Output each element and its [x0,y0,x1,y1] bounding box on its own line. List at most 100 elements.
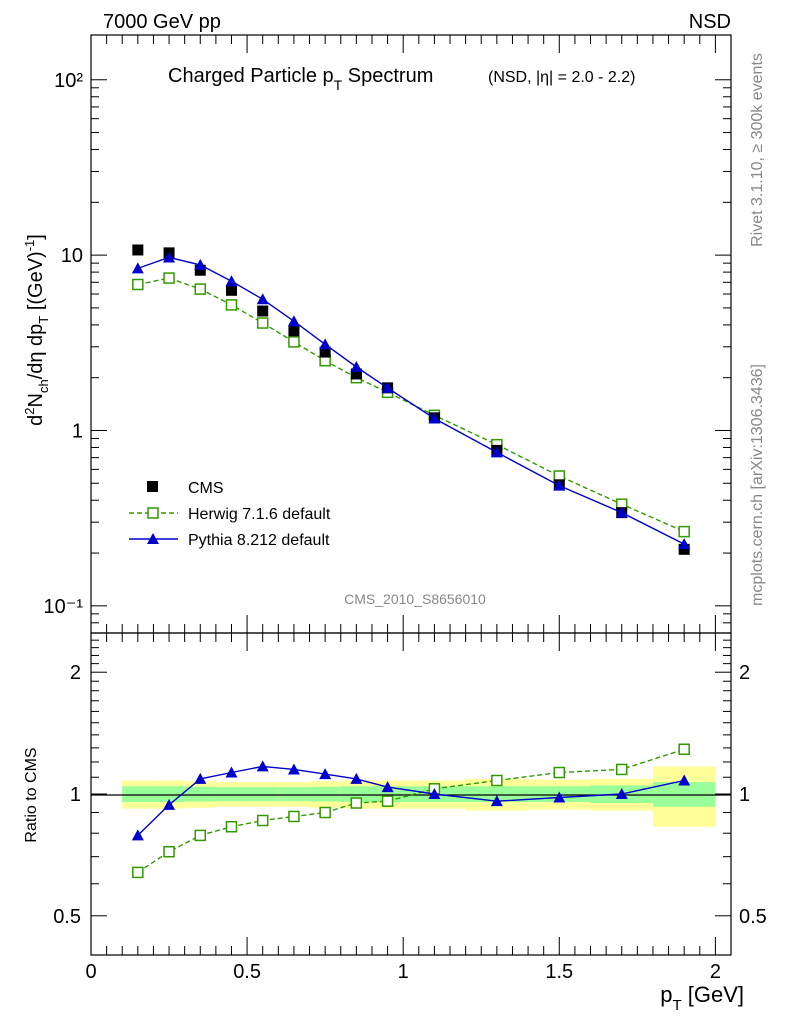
ratio-pythia-point [163,798,176,810]
herwig-point [132,278,144,291]
cms-point [288,325,300,337]
ratio-pythia-point [350,772,363,784]
ratio-pythia-point [678,774,691,786]
pythia-point [350,361,363,373]
x-tick-label: 0 [85,961,96,983]
herwig-line [137,277,685,533]
ratio-herwig-point [678,743,690,756]
cms-point [194,264,206,276]
x-axis-label-rest: [GeV] [682,982,744,1007]
main-title-sub: T [334,77,343,93]
ratio-pythia-point [131,829,144,841]
pythia-point [319,338,332,350]
main-y-tick-label: 10⁻¹ [44,596,84,618]
rivet-label: Rivet 3.1.10, ≥ 300k events [749,53,766,247]
mcplots-label: mcplots.cern.ch [arXiv:1306.3436] [749,364,766,606]
pythia-point [256,293,269,305]
pythia-point [194,258,207,270]
herwig-point [225,299,238,311]
ratio-band-inner [340,786,372,803]
ratio-band-inner [122,786,154,803]
ratio-band-inner [309,786,341,802]
ratio-band-inner [278,787,310,802]
ratio-herwig-line [137,748,685,873]
ratio-pythia-point [553,791,566,803]
header-right: NSD [689,11,731,33]
pythia-point [490,446,503,458]
cms-point [350,368,362,380]
legend-marker-cms [147,481,158,492]
x-tick-label: 1 [398,961,409,983]
pythia-point [428,412,441,424]
ratio-pythia-point [381,781,394,793]
ratio-ylabel: Ratio to CMS [23,747,40,842]
pythia-point [163,251,176,263]
pythia-point [131,262,144,274]
ratio-pythia-point [615,788,628,799]
ratio-band-inner [247,787,279,802]
ratio-band-inner [371,786,404,803]
ratio-herwig-point [381,795,394,807]
ratio-band-inner [184,786,216,802]
ratio-herwig-point [288,810,300,823]
legend: CMS Herwig 7.1.6 default Pythia 8.212 de… [129,480,331,549]
ratio-pythia-point [490,795,503,807]
main-title: Charged Particle pT Spectrum [168,65,433,93]
ratio-y-tick-label-right: 1 [739,784,750,806]
ratio-frame [90,632,732,956]
main-y-tick-label: 10 [61,245,83,267]
main-title-rest: Spectrum [342,65,433,87]
legend-label-herwig: Herwig 7.1.6 default [188,506,331,523]
ratio-pythia-line [137,765,685,836]
cms-point [678,543,690,555]
legend-marker-pythia [147,533,159,544]
ratio-y-tick-label-right: 0.5 [739,906,767,928]
herwig-point [678,525,690,538]
ratio-pythia-point [319,768,332,780]
herwig-point [194,283,207,295]
herwig-point [288,336,300,348]
x-tick-label: 1.5 [545,961,573,983]
cms-point [257,305,269,317]
ratio-band-inner [465,786,529,803]
x-axis-label: pT [GeV] [660,982,744,1014]
ratio-band-inner [215,787,248,802]
legend-marker-herwig [147,507,159,519]
main-title-main: Charged Particle p [168,65,334,87]
watermark: CMS_2010_S8656010 [344,591,486,607]
ratio-y-tick-label: 2 [70,662,81,684]
header-left: 7000 GeV pp [103,11,221,33]
ratio-herwig-point [132,866,144,879]
ratio-y-tick-label-right: 2 [739,662,750,684]
ratio-pythia-point [194,772,207,784]
main-y-tick-label: 1 [72,420,83,442]
ratio-y-tick-label: 0.5 [53,906,81,928]
x-tick-label: 0.5 [233,961,261,983]
ratio-herwig-point [256,814,269,827]
x-axis-label-main: p [660,982,672,1007]
pythia-point [678,538,691,550]
ratio-herwig-point [553,766,566,779]
ratio-herwig-point [194,829,207,842]
pythia-point [287,315,300,327]
ratio-herwig-point [491,774,503,787]
cms-point [225,284,237,296]
ratio-herwig-point [225,820,238,833]
legend-label-cms: CMS [188,480,224,497]
herwig-point [256,317,269,329]
ratio-y-tick-label: 1 [70,784,81,806]
pythia-line [137,256,685,545]
pythia-point [553,479,566,491]
ratio-pythia-point [225,766,238,778]
main-frame [90,34,732,634]
cms-point [319,346,331,358]
x-axis-label-sub: T [672,997,681,1014]
herwig-point [163,272,175,284]
pythia-point [615,506,628,518]
main-y-tick-label: 10² [54,70,83,92]
ratio-pythia-point [287,763,300,775]
ratio-pythia-point [428,788,441,799]
ratio-herwig-point [163,845,175,858]
